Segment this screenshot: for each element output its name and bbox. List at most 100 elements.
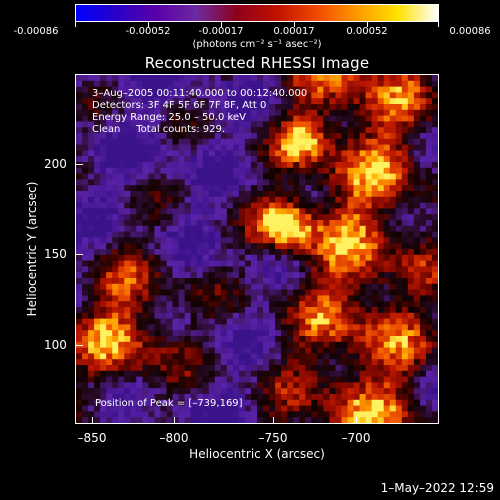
image-pixel	[208, 80, 216, 88]
image-pixel	[317, 144, 324, 151]
image-pixel	[94, 109, 101, 117]
image-pixel	[220, 121, 228, 128]
image-pixel	[281, 336, 288, 343]
image-pixel	[244, 185, 252, 192]
image-pixel	[419, 295, 427, 302]
image-pixel	[413, 249, 421, 256]
image-pixel	[166, 312, 174, 320]
image-pixel	[214, 249, 222, 256]
image-pixel	[365, 312, 373, 320]
image-pixel	[293, 336, 300, 343]
image-pixel	[232, 365, 240, 372]
image-pixel	[323, 394, 330, 401]
image-pixel	[413, 173, 421, 180]
image-pixel	[419, 365, 427, 372]
image-pixel	[202, 324, 210, 331]
image-pixel	[257, 272, 264, 279]
image-pixel	[226, 347, 234, 354]
image-pixel	[299, 237, 306, 244]
image-pixel	[365, 289, 373, 296]
image-pixel	[112, 382, 119, 389]
image-pixel	[226, 179, 234, 186]
image-pixel	[431, 121, 438, 128]
image-pixel	[136, 185, 143, 192]
image-pixel	[244, 144, 252, 151]
image-pixel	[425, 156, 433, 163]
image-pixel	[365, 278, 373, 285]
image-pixel	[275, 347, 282, 354]
image-pixel	[395, 353, 403, 360]
image-pixel	[287, 370, 294, 378]
image-pixel	[395, 318, 403, 325]
image-pixel	[208, 353, 216, 360]
image-pixel	[269, 260, 276, 267]
image-pixel	[323, 341, 330, 349]
image-pixel	[365, 260, 373, 267]
image-pixel	[94, 278, 101, 285]
image-pixel	[383, 104, 391, 111]
image-pixel	[383, 341, 391, 349]
image-pixel	[401, 167, 409, 175]
image-pixel	[166, 359, 174, 366]
image-pixel	[112, 243, 119, 250]
image-pixel	[82, 121, 89, 128]
image-pixel	[311, 318, 318, 325]
image-pixel	[389, 220, 397, 227]
image-pixel	[130, 359, 137, 366]
image-pixel	[178, 173, 186, 180]
image-pixel	[202, 370, 210, 378]
image-pixel	[208, 191, 216, 198]
image-pixel	[76, 173, 83, 180]
image-pixel	[208, 156, 216, 163]
image-pixel	[317, 75, 324, 82]
image-pixel	[335, 330, 343, 337]
image-pixel	[365, 411, 373, 418]
image-pixel	[341, 92, 349, 99]
image-pixel	[305, 405, 312, 412]
image-pixel	[365, 330, 373, 337]
image-pixel	[269, 138, 276, 146]
image-pixel	[425, 399, 433, 407]
image-pixel	[389, 225, 397, 233]
image-pixel	[88, 202, 95, 209]
image-pixel	[413, 104, 421, 111]
image-pixel	[208, 411, 216, 418]
image-pixel	[76, 162, 83, 169]
image-pixel	[431, 75, 438, 82]
image-pixel	[257, 382, 264, 389]
image-pixel	[136, 92, 143, 99]
image-pixel	[269, 80, 276, 88]
image-pixel	[359, 179, 367, 186]
image-pixel	[184, 167, 192, 175]
image-pixel	[389, 121, 397, 128]
image-pixel	[257, 231, 264, 238]
image-pixel	[395, 162, 403, 169]
image-pixel	[154, 307, 162, 314]
image-pixel	[353, 127, 361, 134]
image-pixel	[389, 162, 397, 169]
image-pixel	[184, 75, 192, 82]
image-pixel	[82, 272, 89, 279]
image-pixel	[383, 330, 391, 337]
image-pixel	[106, 243, 113, 250]
image-pixel	[335, 283, 343, 291]
image-pixel	[244, 75, 252, 82]
image-pixel	[329, 254, 337, 262]
image-pixel	[359, 278, 367, 285]
image-pixel	[106, 370, 113, 378]
image-pixel	[287, 156, 294, 163]
image-pixel	[172, 307, 180, 314]
image-pixel	[377, 411, 385, 418]
image-pixel	[269, 202, 276, 209]
image-pixel	[365, 156, 373, 163]
image-pixel	[130, 191, 137, 198]
image-pixel	[431, 243, 438, 250]
image-pixel	[88, 260, 95, 267]
image-pixel	[82, 307, 89, 314]
image-pixel	[124, 336, 131, 343]
image-pixel	[160, 341, 168, 349]
image-pixel	[232, 144, 240, 151]
image-pixel	[407, 202, 415, 209]
image-pixel	[142, 260, 149, 267]
image-pixel	[154, 388, 162, 395]
